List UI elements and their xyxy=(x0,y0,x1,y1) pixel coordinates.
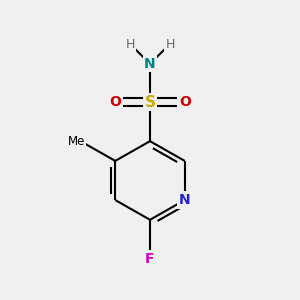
Text: F: F xyxy=(145,252,155,266)
Text: H: H xyxy=(165,38,175,50)
Text: O: O xyxy=(179,95,191,109)
Text: O: O xyxy=(109,95,121,109)
Text: S: S xyxy=(145,94,155,110)
Text: N: N xyxy=(179,193,190,207)
Text: H: H xyxy=(125,38,135,50)
Text: N: N xyxy=(144,57,156,71)
Text: Me: Me xyxy=(68,135,85,148)
